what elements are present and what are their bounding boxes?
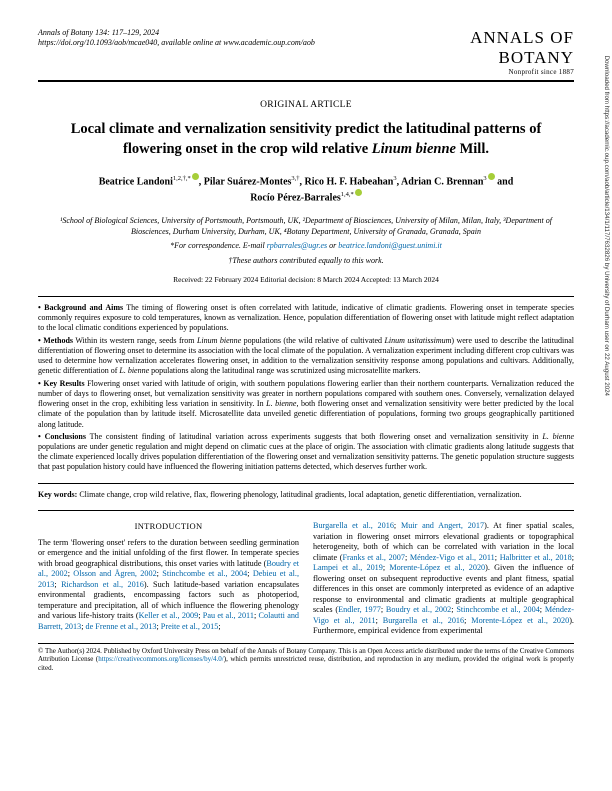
rule-thick: [38, 80, 574, 82]
logo-line2: BOTANY: [470, 48, 574, 68]
ref-link[interactable]: Olsson and Ågren, 2002: [73, 569, 156, 578]
ref-link[interactable]: Preite et al., 2015: [161, 622, 219, 631]
ref-link[interactable]: Halbritter et al., 2018: [500, 553, 572, 562]
author-2: , Pilar Suárez-Montes: [199, 176, 292, 187]
corr-email-1[interactable]: rpbarrales@ugr.es: [267, 241, 327, 250]
author-list: Beatrice Landoni1,2,†,* , Pilar Suárez-Mo…: [38, 173, 574, 206]
article-type: ORIGINAL ARTICLE: [38, 100, 574, 110]
m-i2: Linum usitatissimum: [384, 336, 451, 345]
corr-email-2[interactable]: beatrice.landoni@guest.unimi.it: [338, 241, 442, 250]
keywords: Key words: Climate change, crop wild rel…: [38, 490, 574, 500]
m-i3: L. bienne: [119, 366, 149, 375]
author-1-sup: 1,2,†,*: [173, 175, 191, 182]
corr-or: or: [327, 241, 338, 250]
article-dates: Received: 22 February 2024 Editorial dec…: [38, 275, 574, 284]
author-5-sup: 1,4,*: [341, 191, 354, 198]
download-attribution: Downloaded from https://academic.oup.com…: [603, 55, 610, 395]
doi-line: https://doi.org/10.1093/aob/mcae040, ava…: [38, 38, 315, 48]
bg-label: Background and Aims: [44, 303, 123, 312]
title-species: Linum bienne: [372, 141, 456, 157]
ref-link[interactable]: Keller et al., 2009: [139, 611, 199, 620]
m-label: Methods: [43, 336, 73, 345]
kr-i1: L. bienne: [266, 399, 296, 408]
logo-line1: ANNALS OF: [470, 28, 574, 48]
orcid-icon[interactable]: [355, 189, 362, 196]
ref-link[interactable]: Muir and Angert, 2017: [401, 521, 484, 530]
t: ;: [376, 616, 383, 625]
author-1: Beatrice Landoni: [99, 176, 173, 187]
kr-label: Key Results: [43, 379, 84, 388]
author-4-sup: 3: [483, 175, 486, 182]
correspondence: *For correspondence. E-mail rpbarrales@u…: [56, 241, 556, 252]
ref-link[interactable]: Stinchcombe et al., 2004: [456, 605, 539, 614]
journal-logo: ANNALS OF BOTANY Nonprofit since 1887: [470, 28, 574, 76]
ref-link[interactable]: Richardson et al., 2016: [61, 580, 144, 589]
abstract-conclusions: • Conclusions The consistent finding of …: [38, 432, 574, 473]
affiliations: ¹School of Biological Sciences, Universi…: [56, 216, 556, 238]
c-label: Conclusions: [45, 432, 86, 441]
t: ;: [394, 521, 401, 530]
abstract-methods: • Methods Within its western range, seed…: [38, 336, 574, 377]
ref-link[interactable]: Méndez-Vigo et al., 2011: [410, 553, 495, 562]
header: Annals of Botany 134: 117–129, 2024 http…: [38, 28, 574, 76]
kw-label: Key words:: [38, 490, 77, 499]
t: ;: [572, 553, 574, 562]
license-link[interactable]: https://creativecommons.org/licenses/by/…: [98, 655, 223, 663]
license-footer: © The Author(s) 2024. Published by Oxfor…: [38, 643, 574, 673]
ref-link[interactable]: Endler, 1977: [338, 605, 381, 614]
rule-thin: [38, 510, 574, 511]
ref-link[interactable]: Stinchcombe et al., 2004: [162, 569, 247, 578]
c-i1: L. bienne: [542, 432, 574, 441]
column-left: INTRODUCTION The term 'flowering onset' …: [38, 521, 299, 637]
ref-link[interactable]: Boudry et al., 2002: [386, 605, 451, 614]
abstract-keyresults: • Key Results Flowering onset varied wit…: [38, 379, 574, 430]
t: The term 'flowering onset' refers to the…: [38, 538, 299, 568]
kw-text: Climate change, crop wild relative, flax…: [77, 490, 521, 499]
column-right: Burgarella et al., 2016; Muir and Angert…: [313, 521, 574, 637]
intro-heading: INTRODUCTION: [38, 521, 299, 532]
author-3: , Rico H. F. Habeahan: [300, 176, 394, 187]
author-5: Rocío Pérez-Barrales: [250, 193, 341, 204]
ref-link[interactable]: Lampei et al., 2019: [313, 563, 383, 572]
ref-link[interactable]: Morente-López et al., 2020: [389, 563, 485, 572]
c-b: populations are under genetic regulation…: [38, 442, 574, 471]
article-title: Local climate and vernalization sensitiv…: [48, 120, 564, 159]
m-a: Within its western range, seeds from: [73, 336, 197, 345]
m-i1: Linum bienne: [197, 336, 241, 345]
journal-info: Annals of Botany 134: 117–129, 2024 http…: [38, 28, 315, 49]
corr-label: *For correspondence. E-mail: [170, 241, 267, 250]
title-part-c: Mill.: [456, 141, 489, 157]
ref-link[interactable]: Burgarella et al., 2016: [313, 521, 394, 530]
journal-line: Annals of Botany 134: 117–129, 2024: [38, 28, 315, 38]
author-and: and: [495, 176, 514, 187]
abstract: • Background and Aims The timing of flow…: [38, 296, 574, 484]
ref-link[interactable]: de Frenne et al., 2013: [86, 622, 157, 631]
t: ;: [218, 622, 220, 631]
orcid-icon[interactable]: [488, 173, 495, 180]
author-2-sup: 3,†: [291, 175, 299, 182]
ref-link[interactable]: Morente-López et al., 2020: [471, 616, 569, 625]
body-columns: INTRODUCTION The term 'flowering onset' …: [38, 521, 574, 637]
abstract-background: • Background and Aims The timing of flow…: [38, 303, 574, 334]
ref-link[interactable]: Burgarella et al., 2016: [383, 616, 464, 625]
logo-tagline: Nonprofit since 1887: [470, 68, 574, 76]
ref-link[interactable]: Pau et al., 2011: [203, 611, 254, 620]
m-d: populations along the latitudinal range …: [149, 366, 420, 375]
m-b: populations (the wild relative of cultiv…: [241, 336, 384, 345]
author-4: , Adrian C. Brennan: [397, 176, 484, 187]
equal-contrib: †These authors contributed equally to th…: [56, 256, 556, 267]
orcid-icon[interactable]: [192, 173, 199, 180]
c-a: The consistent finding of latitudinal va…: [86, 432, 542, 441]
ref-link[interactable]: Franks et al., 2007: [342, 553, 405, 562]
